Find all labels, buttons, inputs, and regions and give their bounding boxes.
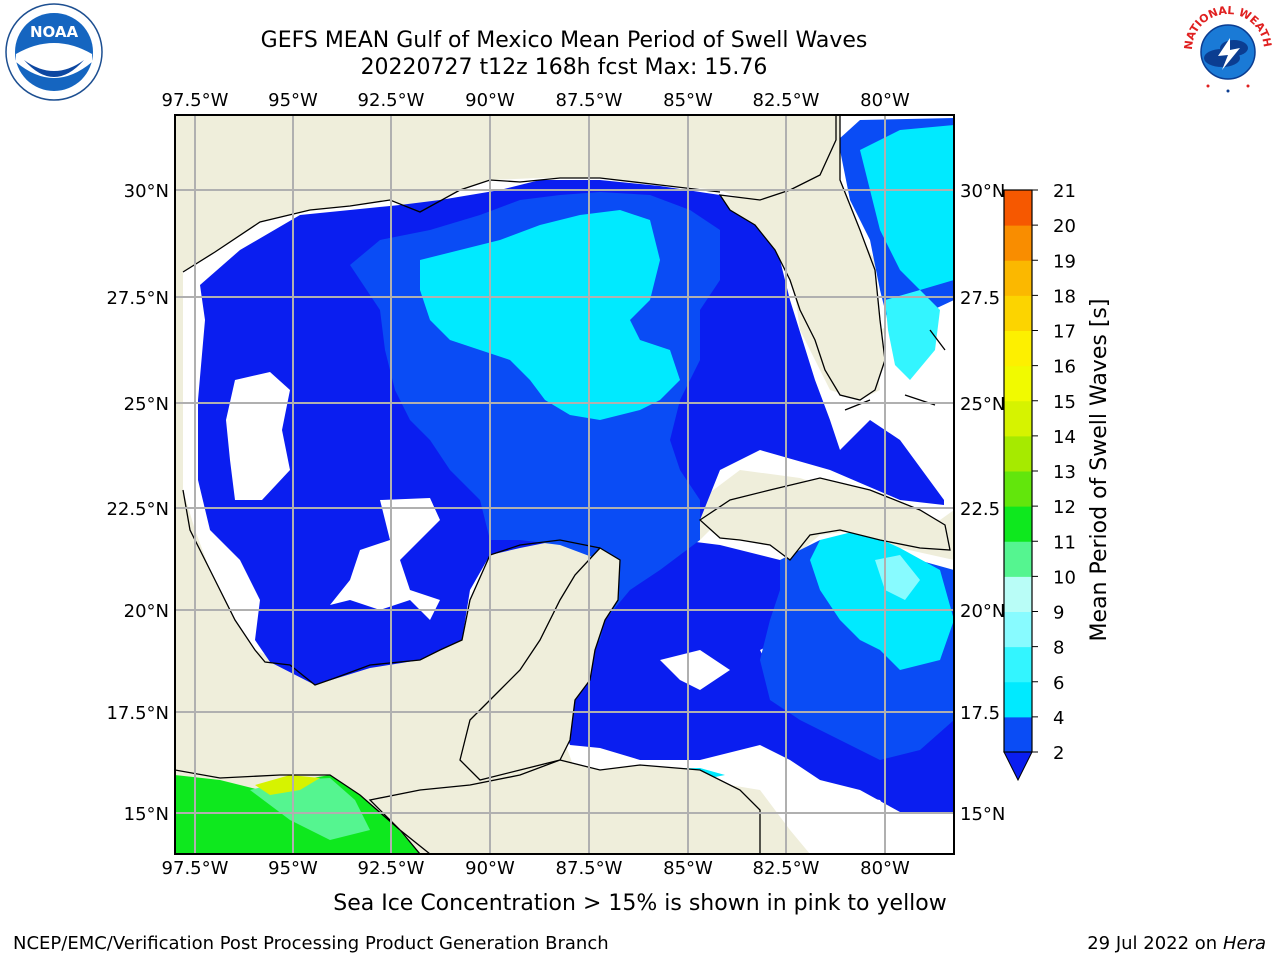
colorbar-segment xyxy=(1004,225,1032,261)
colorbar-tick-label: 6 xyxy=(1053,673,1064,694)
lat-label-right: 17.5 xyxy=(960,703,1000,724)
nws-logo-icon: NATIONAL WEATHER SERVICE xyxy=(1178,0,1274,96)
colorbar-segment xyxy=(1004,400,1032,437)
colorbar-segment xyxy=(1004,260,1032,296)
colorbar-segment xyxy=(1004,681,1032,718)
lon-label-top: 97.5°W xyxy=(162,90,229,111)
lat-label-left: 22.5°N xyxy=(106,499,169,520)
lon-label-bottom: 92.5°W xyxy=(358,858,425,879)
footer-date-text: 29 Jul 2022 on xyxy=(1087,933,1218,954)
colorbar: 2 4 6 8 9 10 11 12 13 14 15 16 17 18 19 20 21 xyxy=(1003,181,1076,782)
colorbar-extend-arrow xyxy=(1003,751,1033,782)
swell-contour-6-8-florida xyxy=(885,290,940,380)
lat-label-left: 15°N xyxy=(124,804,169,825)
colorbar-segment xyxy=(1004,471,1032,507)
colorbar-segment xyxy=(1004,576,1032,612)
footer-date: 29 Jul 2022 on Hera xyxy=(1087,933,1266,954)
lat-label-left: 25°N xyxy=(124,394,169,415)
lat-label-left: 17.5°N xyxy=(106,703,169,724)
caption: Sea Ice Concentration > 15% is shown in … xyxy=(333,891,947,916)
swell-contour-8-9 xyxy=(875,555,920,600)
colorbar-tick-label: 20 xyxy=(1053,216,1076,237)
colorbar-tick-label: 14 xyxy=(1053,427,1076,448)
colorbar-tick-label: 18 xyxy=(1053,286,1076,307)
white-patch-caribbean xyxy=(660,640,900,854)
colorbar-tick-label: 12 xyxy=(1053,497,1076,518)
colorbar-segment xyxy=(1004,541,1032,577)
colorbar-tick-label: 8 xyxy=(1053,638,1064,659)
swell-contour-9-10 xyxy=(250,778,370,840)
colorbar-segment xyxy=(1004,716,1032,753)
colorbar-segment xyxy=(1004,190,1032,226)
map-frame xyxy=(174,114,955,855)
lon-label-bottom: 82.5°W xyxy=(753,858,820,879)
colorbar-tick-label: 13 xyxy=(1053,462,1076,483)
land-cuba xyxy=(698,477,951,561)
lon-label-top: 85°W xyxy=(663,90,713,111)
land-yucatan xyxy=(459,547,621,781)
colorbar-tick-label: 15 xyxy=(1053,392,1076,413)
land-honduras xyxy=(368,759,761,854)
footer-machine: Hera xyxy=(1222,933,1266,954)
white-patch-bay xyxy=(330,498,440,620)
colorbar-tick-label: 19 xyxy=(1053,251,1076,272)
lon-label-top: 90°W xyxy=(465,90,515,111)
lat-label-right: 30°N xyxy=(960,181,1005,202)
lon-label-top: 82.5°W xyxy=(753,90,820,111)
colorbar-segment xyxy=(1004,506,1032,542)
chart-title: GEFS MEAN Gulf of Mexico Mean Period of … xyxy=(260,28,868,53)
colorbar-tick-label: 11 xyxy=(1053,532,1076,553)
colorbar-tick-label: 10 xyxy=(1053,567,1076,588)
lon-label-bottom: 80°W xyxy=(860,858,910,879)
colorbar-segment xyxy=(1004,611,1032,648)
colorbar-tick-label: 21 xyxy=(1053,181,1076,202)
map-grid xyxy=(175,115,954,854)
colorbar-segment xyxy=(1004,365,1032,402)
colorbar-segment xyxy=(1004,435,1032,472)
lon-label-bottom: 87.5°W xyxy=(556,858,623,879)
lat-label-left: 30°N xyxy=(124,181,169,202)
colorbar-tick-label: 4 xyxy=(1053,708,1064,729)
colorbar-tick-label: 2 xyxy=(1053,743,1064,764)
colorbar-segment xyxy=(1004,330,1032,367)
colorbar-label: Mean Period of Swell Waves [s] xyxy=(1087,299,1112,642)
lon-label-top: 87.5°W xyxy=(556,90,623,111)
coastline-gulf xyxy=(182,177,721,686)
swell-contour-6-8 xyxy=(420,210,680,420)
lat-label-right: 27.5 xyxy=(960,288,1000,309)
noaa-logo-icon: NOAA xyxy=(5,3,103,101)
footer-credit: NCEP/EMC/Verification Post Processing Pr… xyxy=(13,933,609,954)
colorbar-segment xyxy=(1004,646,1032,683)
land-central-america xyxy=(175,769,421,854)
lon-label-bottom: 95°W xyxy=(268,858,318,879)
swell-contour-12-13 xyxy=(255,775,320,795)
lon-label-top: 92.5°W xyxy=(358,90,425,111)
colorbar-segment xyxy=(1004,295,1032,331)
swell-contour-6-8-atlantic xyxy=(860,125,954,290)
chart-subtitle: 20220727 t12z 168h fcst Max: 15.76 xyxy=(360,55,768,80)
lon-label-bottom: 90°W xyxy=(465,858,515,879)
lon-label-bottom: 85°W xyxy=(663,858,713,879)
lat-label-right: 25°N xyxy=(960,394,1005,415)
lat-label-right: 20°N xyxy=(960,601,1005,622)
noaa-logo-text: NOAA xyxy=(30,23,79,41)
lat-label-right: 22.5 xyxy=(960,499,1000,520)
lon-label-bottom: 97.5°W xyxy=(162,858,229,879)
colorbar-tick-label: 17 xyxy=(1053,322,1076,343)
colorbar-tick-label: 16 xyxy=(1053,357,1076,378)
lat-label-left: 27.5°N xyxy=(106,288,169,309)
lon-label-top: 80°W xyxy=(860,90,910,111)
swell-contour-6-8-caribbean xyxy=(810,530,954,670)
lat-label-right: 15°N xyxy=(960,804,1005,825)
lat-label-left: 20°N xyxy=(124,601,169,622)
colorbar-tick-label: 9 xyxy=(1053,603,1064,624)
lon-label-top: 95°W xyxy=(268,90,318,111)
